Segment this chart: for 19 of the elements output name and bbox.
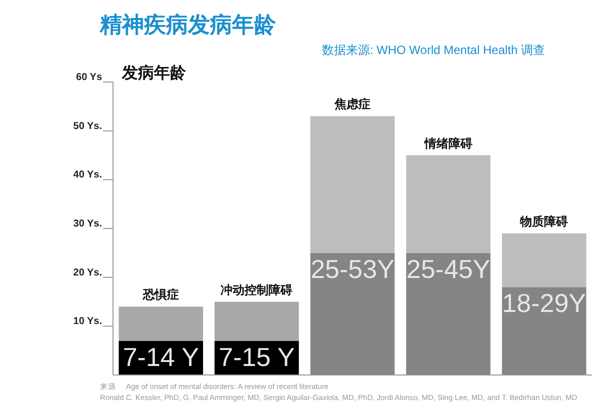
- x-tick-label: 物质障碍: [519, 214, 568, 228]
- text: 18-29Y: [502, 288, 586, 318]
- text: 7-14 Y: [122, 342, 199, 372]
- x-tick-label: 焦虑症: [334, 97, 370, 112]
- x-tick-label: 恐惧症: [142, 288, 179, 302]
- y-tick-label: 30 Ys.: [73, 218, 102, 230]
- text: 7-15 Y: [218, 342, 295, 372]
- y-tick-label: 50 Ys.: [73, 120, 102, 132]
- y-axis-title: 发病年龄: [121, 64, 187, 82]
- x-tick-label: 情绪障碍: [423, 136, 472, 150]
- y-tick-label: 10 Ys.: [73, 316, 102, 328]
- y-tick-label: 20 Ys.: [73, 267, 102, 278]
- text: 25-53Y: [310, 254, 394, 284]
- y-tick-label: 60 Ys: [76, 72, 102, 83]
- x-tick-label: 冲动控制障碍: [220, 282, 293, 297]
- y-tick-label: 40 Ys.: [73, 170, 102, 181]
- chart-title: 精神疾病发病年龄: [99, 12, 277, 37]
- chart-subtitle: 数据来源: WHO World Mental Health 调查: [322, 43, 545, 57]
- text: 25-45Y: [406, 254, 490, 284]
